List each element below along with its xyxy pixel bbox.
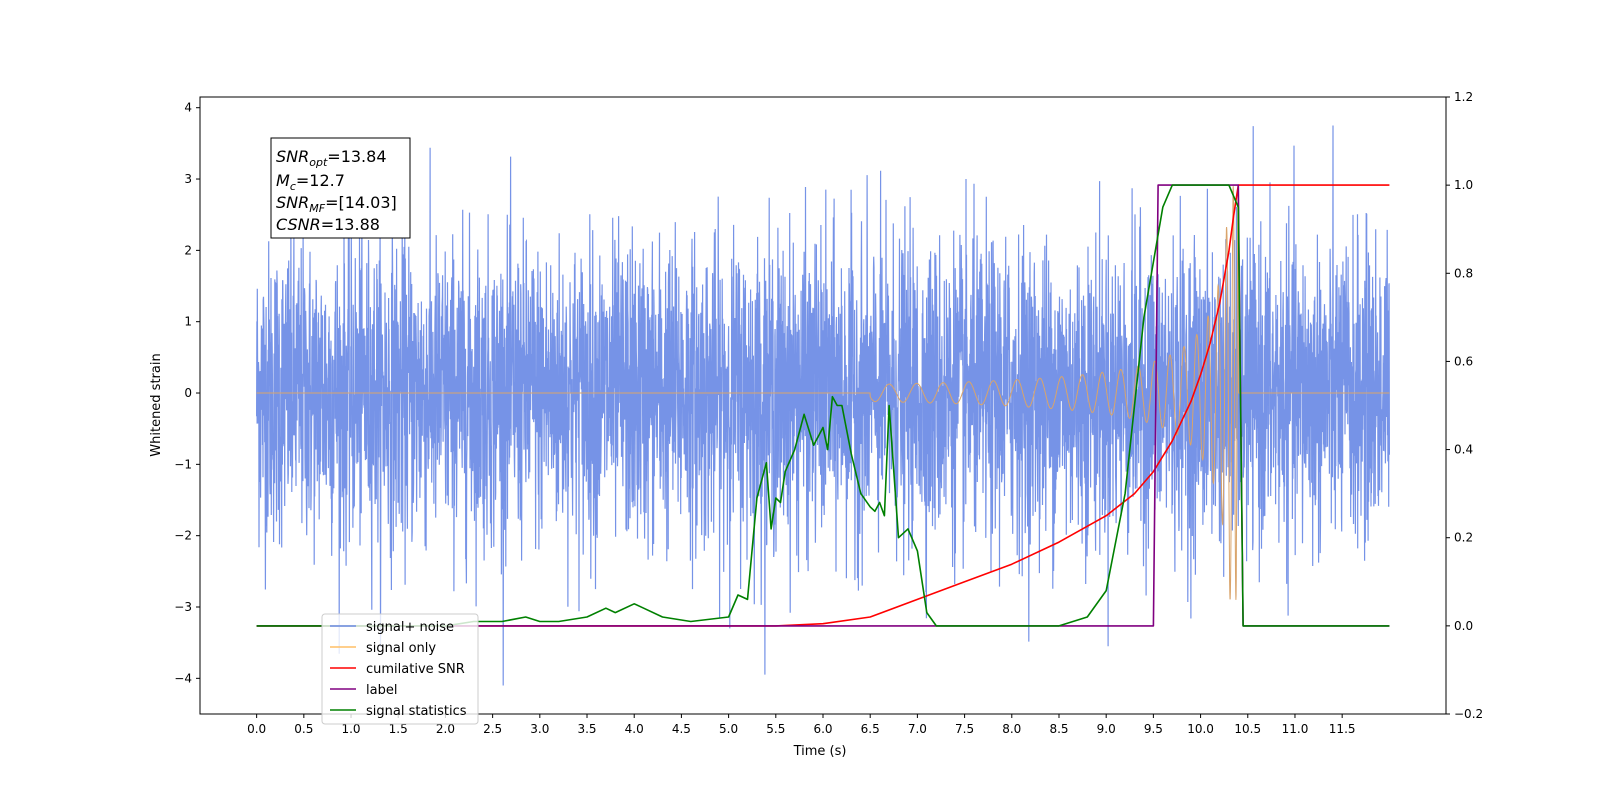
x-tick-label: 11.5: [1329, 722, 1356, 736]
y2-tick-label: 1.0: [1454, 178, 1473, 192]
y-tick-label: 0: [184, 386, 192, 400]
legend-entry-label: cumilative SNR: [366, 662, 465, 677]
annotation-snr-opt: SNRopt=13.84: [276, 147, 387, 169]
annotation-csnr: CSNR=13.88: [276, 215, 380, 234]
y-tick-label: −2: [174, 529, 192, 543]
x-tick-label: 9.0: [1097, 722, 1116, 736]
x-tick-label: 3.5: [577, 722, 596, 736]
series-signal-only-line: [256, 186, 1390, 600]
y2-tick-label: 1.2: [1454, 90, 1473, 104]
x-tick-label: 5.0: [719, 722, 738, 736]
x-tick-label: 10.0: [1187, 722, 1214, 736]
x-tick-label: 0.0: [247, 722, 266, 736]
y-axis-label: Whitened strain: [149, 353, 164, 456]
x-tick-label: 6.5: [861, 722, 880, 736]
x-tick-label: 9.5: [1144, 722, 1163, 736]
y2-axis-ticks: 1.2 1.0 0.8 0.6 0.4 0.2 0.0 −0.2: [1446, 90, 1483, 721]
annotation-box: SNRopt=13.84 Mc=12.7 SNRMF=[14.03] CSNR=…: [270, 137, 411, 239]
y-tick-label: 3: [184, 172, 192, 186]
x-tick-label: 11.0: [1282, 722, 1309, 736]
legend: signal+ noise signal only cumilative SNR la…: [321, 613, 479, 725]
series-signal-noise-line: [256, 125, 1391, 686]
series-cumulative-snr-line: [256, 184, 1390, 627]
y-axis-ticks: 4 3 2 1 0 −1 −2 −3 −4: [174, 101, 200, 685]
annotation-snr-mf: SNRMF=[14.03]: [276, 193, 397, 215]
x-tick-label: 4.5: [672, 722, 691, 736]
legend-entry-label: signal statistics: [366, 704, 467, 719]
x-tick-label: 8.0: [1002, 722, 1021, 736]
x-tick-label: 2.0: [436, 722, 455, 736]
legend-entry-label: signal+ noise: [366, 620, 454, 635]
x-tick-label: 3.0: [530, 722, 549, 736]
y-tick-label: −1: [174, 457, 192, 471]
x-tick-label: 6.0: [813, 722, 832, 736]
x-tick-label: 10.5: [1234, 722, 1261, 736]
x-tick-label: 1.0: [341, 722, 360, 736]
y-tick-label: −4: [174, 671, 192, 685]
x-tick-label: 0.5: [294, 722, 313, 736]
y2-tick-label: −0.2: [1454, 707, 1483, 721]
legend-entry-label: signal only: [366, 641, 436, 656]
y-tick-label: 2: [184, 243, 192, 257]
legend-entry-label: label: [366, 683, 397, 698]
y2-tick-label: 0.0: [1454, 619, 1473, 633]
x-axis-label: Time (s): [793, 744, 847, 759]
x-tick-label: 5.5: [766, 722, 785, 736]
x-tick-label: 8.5: [1049, 722, 1068, 736]
y2-tick-label: 0.6: [1454, 354, 1473, 368]
x-tick-label: 7.0: [908, 722, 927, 736]
series-signal-statistics-line: [256, 184, 1390, 627]
y-tick-label: 1: [184, 315, 192, 329]
y2-tick-label: 0.8: [1454, 266, 1473, 280]
series-layer: [256, 125, 1391, 686]
y2-tick-label: 0.2: [1454, 531, 1473, 545]
x-tick-label: 2.5: [483, 722, 502, 736]
x-tick-label: 7.5: [955, 722, 974, 736]
annotation-mc: Mc=12.7: [276, 171, 345, 193]
y-tick-label: 4: [184, 101, 192, 115]
y2-tick-label: 0.4: [1454, 443, 1473, 457]
x-tick-label: 4.0: [625, 722, 644, 736]
x-tick-label: 1.5: [389, 722, 408, 736]
legend-frame: [321, 613, 479, 725]
x-axis-ticks: 0.0 0.5 1.0 1.5 2.0 2.5 3.0 3.5 4.0 4.5 5.0 5.5 6.0 6…: [247, 714, 1356, 736]
y-tick-label: −3: [174, 600, 192, 614]
